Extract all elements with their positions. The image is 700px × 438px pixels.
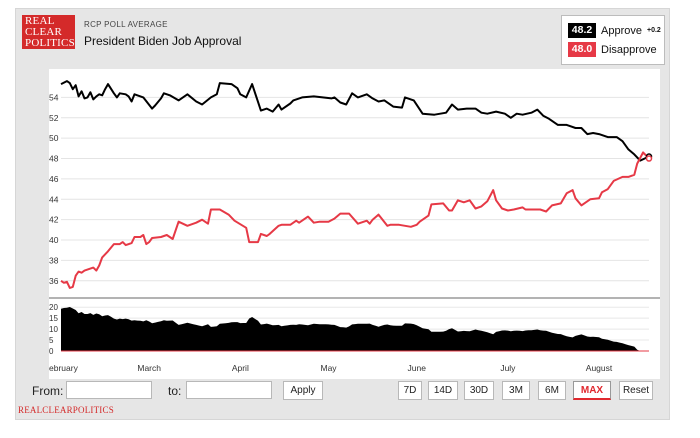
x-tick-label: May: [321, 363, 338, 373]
y-tick-label: 50: [49, 133, 59, 143]
approve-value-badge: 48.2: [568, 23, 596, 38]
range-max-button[interactable]: MAX: [573, 381, 611, 400]
logo-line-1: REAL: [25, 15, 55, 27]
poll-chart-widget: REAL CLEAR POLITICS RCP POLL AVERAGE Pre…: [15, 8, 670, 420]
x-tick-label: March: [137, 363, 161, 373]
y-tick-label: 36: [49, 276, 59, 286]
range-3m-button[interactable]: 3M: [502, 381, 530, 400]
range-30d-button[interactable]: 30D: [464, 381, 494, 400]
reset-button[interactable]: Reset: [619, 381, 653, 400]
logo-line-2: CLEAR: [25, 26, 63, 38]
legend: 48.2 Approve +0.2 48.0 Disapprove: [561, 15, 665, 65]
navigator-spread-area: [61, 307, 649, 351]
navigator-y-tick-label: 20: [49, 303, 58, 312]
y-tick-label: 40: [49, 235, 59, 245]
y-tick-label: 46: [49, 174, 59, 184]
chart-svg[interactable]: 36 38 40 42 44 46 48 50 52 54 0 5 10 15 20 ebruary March…: [49, 69, 660, 379]
chart-title: President Biden Job Approval: [84, 34, 242, 48]
apply-button[interactable]: Apply: [283, 381, 323, 400]
to-date-input[interactable]: [186, 381, 272, 399]
from-label: From:: [32, 384, 64, 398]
navigator-y-tick-label: 15: [49, 314, 58, 323]
logo-line-3: POLITICS: [25, 37, 75, 49]
navigator-y-tick-label: 10: [49, 325, 58, 334]
disapprove-label: Disapprove: [601, 43, 657, 56]
range-7d-button[interactable]: 7D: [398, 381, 422, 400]
footer-brand[interactable]: REALCLEARPOLITICS: [18, 405, 114, 415]
disapprove-value-badge: 48.0: [568, 42, 596, 57]
legend-approve: 48.2 Approve +0.2: [568, 23, 661, 38]
y-tick-label: 52: [49, 113, 59, 123]
rcp-logo[interactable]: REAL CLEAR POLITICS: [22, 15, 75, 49]
y-tick-label: 38: [49, 255, 59, 265]
range-14d-button[interactable]: 14D: [428, 381, 458, 400]
plot-area[interactable]: 36 38 40 42 44 46 48 50 52 54 0 5 10 15 20 ebruary March…: [49, 69, 660, 379]
series-line-approve: [60, 80, 650, 162]
x-tick-label: August: [586, 363, 613, 373]
x-tick-label: April: [232, 363, 249, 373]
navigator-y-tick-label: 5: [49, 336, 54, 345]
y-tick-label: 42: [49, 215, 59, 225]
controls-bar: From: to: Apply 7D 14D 30D 3M 6M MAX Res…: [16, 376, 669, 406]
series-end-point-disapprove: [645, 155, 653, 162]
x-tick-label: June: [408, 363, 427, 373]
to-label: to:: [168, 384, 182, 398]
chart-kicker: RCP POLL AVERAGE: [84, 20, 168, 29]
approve-delta: +0.2: [646, 27, 661, 34]
range-6m-button[interactable]: 6M: [538, 381, 566, 400]
y-tick-label: 44: [49, 194, 59, 204]
x-tick-label: July: [500, 363, 516, 373]
legend-disapprove: 48.0 Disapprove: [568, 42, 657, 57]
navigator-y-tick-label: 0: [49, 347, 54, 356]
y-tick-label: 48: [49, 154, 59, 164]
series-line-disapprove: [60, 151, 650, 289]
from-date-input[interactable]: [66, 381, 152, 399]
approve-label: Approve: [601, 24, 642, 37]
x-tick-label: ebruary: [49, 363, 79, 373]
y-tick-label: 54: [49, 92, 59, 102]
